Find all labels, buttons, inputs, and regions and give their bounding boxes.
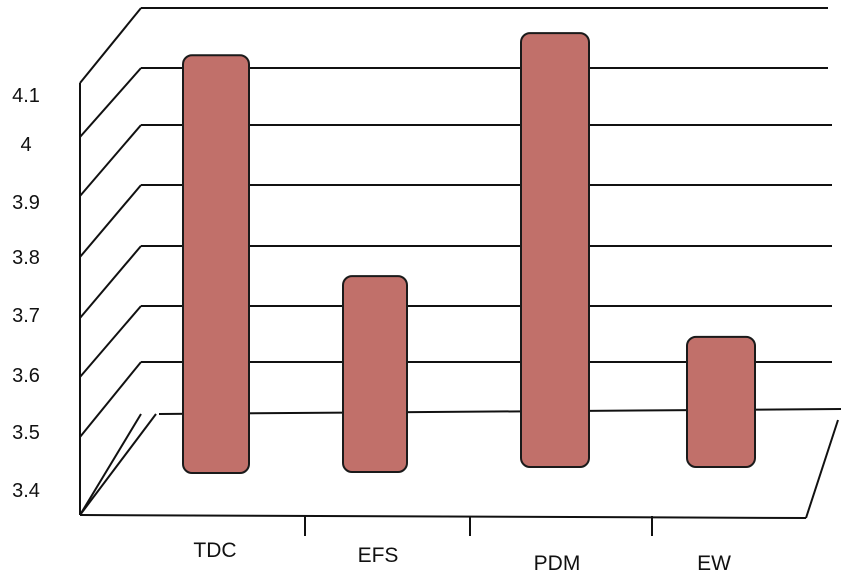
wall-gridline xyxy=(79,184,142,258)
y-tick-label: 4.1 xyxy=(12,85,40,107)
floor-left-edge xyxy=(79,413,157,516)
x-tick-label: EFS xyxy=(358,544,399,567)
bar-layer xyxy=(182,32,756,474)
bar-ew xyxy=(686,335,756,468)
bar-tdc xyxy=(182,54,250,474)
floor-right-edge xyxy=(805,419,839,519)
x-tick-label: EW xyxy=(697,552,731,575)
label-layer: 3.4 3.5 3.6 3.7 3.8 3.9 4 4.1 TDC EFS PDM EW xyxy=(12,85,731,575)
y-tick-label: 3.8 xyxy=(12,247,40,269)
wall-gridline xyxy=(79,124,142,197)
wall-gridline xyxy=(79,67,142,138)
y-tick-label: 4 xyxy=(20,134,31,156)
bar-efs xyxy=(342,275,408,473)
axis-layer xyxy=(79,83,839,536)
x-tick-label: PDM xyxy=(534,552,581,575)
y-tick-label: 3.9 xyxy=(12,192,40,214)
wall-gridline xyxy=(79,361,142,438)
wall-gridline xyxy=(79,245,142,319)
y-tick-label: 3.5 xyxy=(12,422,40,444)
x-tick-label: TDC xyxy=(193,539,236,562)
y-tick-label: 3.6 xyxy=(12,365,40,387)
wall-gridline xyxy=(79,413,142,516)
bar-pdm xyxy=(520,32,590,469)
wall-gridline xyxy=(79,305,142,378)
wall-gridline xyxy=(79,7,142,84)
y-tick-label: 3.4 xyxy=(12,480,40,502)
x-axis-line xyxy=(79,514,807,519)
y-tick-label: 3.7 xyxy=(12,305,40,327)
